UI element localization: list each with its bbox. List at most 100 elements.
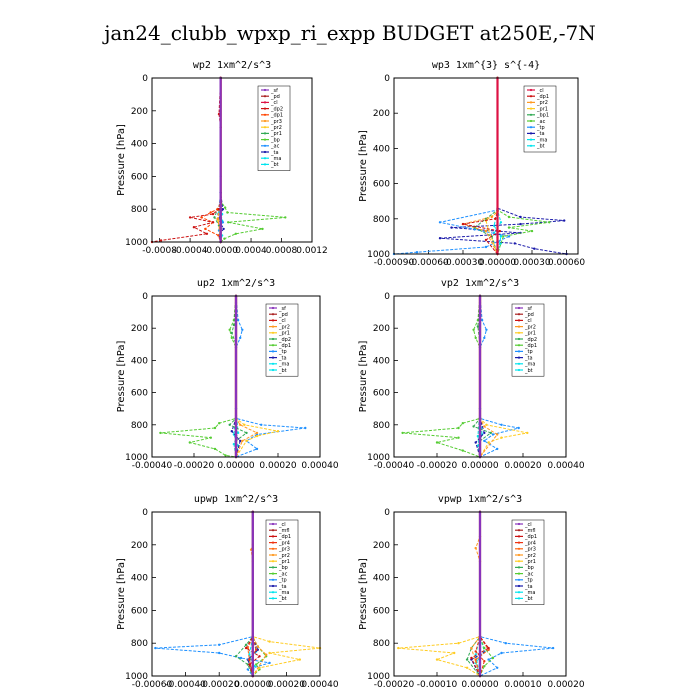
legend-marker xyxy=(271,356,275,359)
legend-label: _pr3 xyxy=(278,547,290,553)
data-point xyxy=(213,426,217,430)
data-point xyxy=(480,318,484,322)
panel-title: up2 1xm^2/s^3 xyxy=(197,278,275,289)
chart-panel-wp2: wp2 1xm^2/s^3 Pressure [hPa] 0 200 400 600 800… xyxy=(116,60,328,256)
legend-label: _pd xyxy=(270,94,280,100)
data-point xyxy=(499,221,503,224)
data-point xyxy=(489,431,492,435)
series-line xyxy=(160,295,237,458)
data-point xyxy=(224,454,227,457)
data-point xyxy=(500,651,503,655)
data-point xyxy=(457,642,460,645)
data-point xyxy=(487,648,490,651)
data-point xyxy=(563,219,566,222)
legend-marker xyxy=(517,547,521,550)
legend-label: _cl xyxy=(278,318,286,324)
data-point xyxy=(241,439,244,443)
x-tick-label: -0.00010 xyxy=(417,680,458,690)
legend-label: _pr2 xyxy=(524,553,536,559)
legend-marker xyxy=(517,522,521,526)
legend-marker xyxy=(263,132,267,135)
legend-marker xyxy=(263,88,267,92)
legend-marker xyxy=(517,535,521,538)
data-point xyxy=(507,226,511,229)
legend-marker xyxy=(517,578,521,581)
data-point xyxy=(484,229,488,233)
data-point xyxy=(491,656,495,660)
legend-marker xyxy=(271,325,275,328)
data-point xyxy=(504,642,507,645)
chart-panel-vpwp: vpwp 1xm^2/s^3 Pressure [hPa] 0 200 400 600 80… xyxy=(358,494,585,690)
panel-title: vp2 1xm^2/s^3 xyxy=(441,278,519,289)
legend-marker xyxy=(529,95,533,98)
legend-label: _ta xyxy=(278,355,287,361)
legend-marker xyxy=(517,591,521,594)
data-point xyxy=(234,232,237,235)
y-axis-label: Pressure [hPa] xyxy=(358,341,369,413)
panel-title: wp3 1xm^{3} s^{-4} xyxy=(432,60,540,71)
legend-label: _bt xyxy=(536,144,545,150)
legend-marker xyxy=(271,313,275,316)
data-point xyxy=(483,660,486,663)
data-point xyxy=(438,237,442,240)
y-axis-label: Pressure [hPa] xyxy=(116,341,127,413)
data-point xyxy=(268,640,271,643)
data-point xyxy=(496,447,499,451)
legend-marker xyxy=(271,344,275,347)
y-tick-label: 0 xyxy=(142,508,148,518)
data-point xyxy=(474,336,477,340)
legend-marker xyxy=(517,356,521,359)
data-point xyxy=(526,431,529,435)
data-point xyxy=(258,655,261,658)
legend-marker xyxy=(517,350,521,353)
legend-marker xyxy=(271,584,275,588)
data-point xyxy=(213,447,217,451)
legend-marker xyxy=(271,362,275,365)
x-tick-label: 0.0004 xyxy=(235,246,267,256)
series-line xyxy=(233,296,239,458)
plot-frame xyxy=(151,77,313,243)
chart-panel-up2: up2 1xm^2/s^3 Pressure [hPa] 0 200 400 600 800… xyxy=(116,278,339,471)
data-point xyxy=(239,439,242,443)
data-point xyxy=(221,208,225,211)
y-tick-label: 800 xyxy=(373,421,390,431)
data-point xyxy=(548,221,551,224)
data-point xyxy=(551,646,555,650)
legend-label: _dp1 xyxy=(536,94,549,100)
y-tick-label: 0 xyxy=(142,292,148,302)
data-point xyxy=(245,431,248,435)
x-tick-label: 0.00000 xyxy=(217,461,254,471)
legend-box xyxy=(257,85,291,171)
data-point xyxy=(298,658,301,661)
legend-label: _ta xyxy=(524,584,533,590)
data-point xyxy=(239,656,243,660)
legend-label: _tp xyxy=(524,349,533,355)
data-point xyxy=(255,663,258,666)
data-point xyxy=(218,643,221,646)
series-group xyxy=(159,294,307,459)
y-tick-label: 600 xyxy=(131,606,148,616)
x-tick-label: -0.00020 xyxy=(199,680,240,690)
y-tick-label: 0 xyxy=(142,74,148,84)
plot-frame xyxy=(393,295,567,458)
legend-marker xyxy=(517,572,521,575)
series-line xyxy=(219,78,223,243)
x-tick-label: 0.00020 xyxy=(504,461,541,471)
legend-marker xyxy=(517,362,521,365)
data-point xyxy=(487,658,490,661)
legend-label: _pr1 xyxy=(536,106,548,112)
x-tick-label: 0.00060 xyxy=(548,258,585,268)
plot-frame xyxy=(393,511,567,677)
data-point xyxy=(491,433,495,436)
data-point xyxy=(222,227,225,231)
legend-marker xyxy=(517,566,521,569)
data-point xyxy=(465,666,469,669)
legend-marker xyxy=(271,591,275,594)
legend-marker xyxy=(271,368,275,372)
legend-marker xyxy=(517,319,521,322)
data-point xyxy=(457,436,460,439)
legend-marker xyxy=(263,126,267,129)
x-tick-label: -0.00040 xyxy=(165,680,206,690)
data-point xyxy=(200,216,203,219)
